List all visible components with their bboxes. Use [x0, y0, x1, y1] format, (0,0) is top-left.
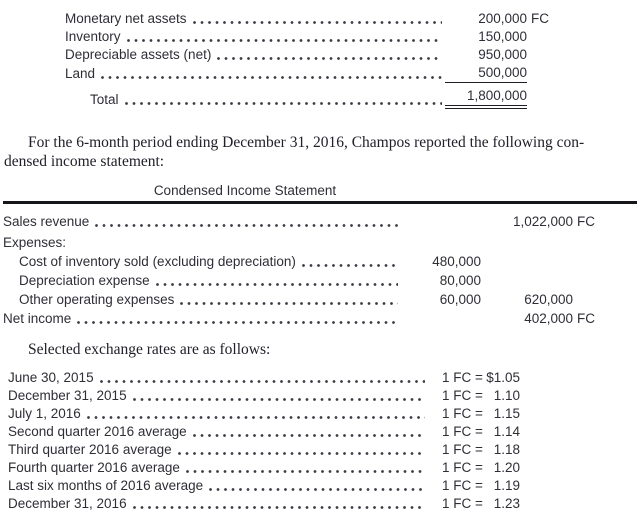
rate-row: July 1, 2016 1 FC = 1.15 [8, 405, 520, 423]
rate-value: 1.20 [493, 460, 520, 475]
income-row: Expenses: [3, 233, 595, 252]
textbook-page: Monetary net assets 200,000 FC Inventory… [0, 10, 640, 513]
currency-suffix: FC [531, 11, 549, 26]
table-row-total: Total 1,800,000 [65, 87, 555, 109]
dotted-leader [86, 405, 425, 419]
row-label: Net income [3, 311, 72, 326]
rate-label: Fourth quarter 2016 average [8, 460, 180, 475]
dotted-leader [209, 477, 425, 491]
income-row: Depreciation expense 80,000 [3, 271, 595, 290]
currency-suffix: FC [577, 214, 595, 229]
row-label: Land [65, 66, 96, 81]
row-label: Cost of inventory sold (excluding deprec… [19, 254, 296, 269]
income-row: Cost of inventory sold (excluding deprec… [3, 252, 595, 271]
dotted-leader [95, 212, 398, 227]
row-label: Monetary net assets [65, 11, 187, 26]
rate-value: 1.23 [493, 496, 520, 511]
row-label: Other operating expenses [19, 292, 175, 307]
rate-row: Fourth quarter 2016 average 1 FC = 1.20 [8, 459, 520, 477]
rate-label: Last six months of 2016 average [8, 478, 204, 493]
rate-value: 1.15 [493, 406, 520, 421]
row-amount-underlined: 500,000 [445, 64, 527, 83]
rate-prefix: 1 FC = [442, 442, 483, 457]
row-amount: 950,000 [478, 47, 527, 62]
rate-value: 1.18 [493, 442, 520, 457]
dotted-leader [132, 387, 425, 401]
dotted-leader [101, 64, 442, 79]
rate-label: July 1, 2016 [8, 406, 81, 421]
net-assets-table: Monetary net assets 200,000 FC Inventory… [65, 10, 555, 109]
rate-row: Third quarter 2016 average 1 FC = 1.18 [8, 441, 520, 459]
amount-col1: 480,000 [432, 254, 481, 269]
income-statement-title: Condensed Income Statement [153, 183, 337, 198]
row-label: Depreciation expense [19, 273, 150, 288]
income-row: Other operating expenses 60,000 620,000 [3, 290, 595, 309]
currency-suffix: FC [577, 311, 595, 326]
dotted-leader [217, 46, 442, 60]
intro-paragraph: For the 6-month period ending December 3… [4, 133, 636, 171]
rate-row: June 30, 2015 1 FC = $1.05 [8, 369, 520, 387]
dotted-leader [192, 10, 442, 24]
rate-row: Second quarter 2016 average 1 FC = 1.14 [8, 423, 520, 441]
dotted-leader [180, 290, 398, 305]
rate-row: Last six months of 2016 average 1 FC = 1… [8, 477, 520, 495]
rate-value: 1.10 [493, 388, 520, 403]
total-amount: 1,800,000 [445, 87, 527, 109]
row-amount: 150,000 [478, 29, 527, 44]
rate-label: June 30, 2015 [8, 370, 94, 385]
dotted-leader [185, 459, 425, 473]
row-label: Expenses: [3, 235, 67, 250]
rate-prefix: 1 FC = [442, 424, 483, 439]
row-label: Sales revenue [3, 214, 90, 229]
exchange-rates-table: June 30, 2015 1 FC = $1.05 December 31, … [8, 369, 520, 513]
dotted-leader [177, 441, 425, 455]
paragraph-line: For the 6-month period ending December 3… [28, 134, 585, 151]
table-row: Monetary net assets 200,000 FC [65, 10, 555, 28]
dotted-leader [155, 271, 398, 286]
rate-row: December 31, 2016 1 FC = 1.23 [8, 495, 520, 513]
amount-col2: 620,000 [524, 292, 573, 307]
rate-label: Third quarter 2016 average [8, 442, 172, 457]
spacer [72, 233, 398, 248]
exchange-rates-intro: Selected exchange rates are as follows: [28, 341, 271, 358]
table-row: Inventory 150,000 [65, 28, 555, 46]
rate-value: 1.14 [493, 424, 520, 439]
dotted-leader [192, 423, 425, 437]
amount-col2: 1,022,000 [512, 214, 573, 229]
dotted-leader [301, 252, 398, 267]
rate-value: 1.19 [493, 478, 520, 493]
rate-label: December 31, 2015 [8, 388, 127, 403]
dotted-leader [126, 28, 442, 42]
dotted-leader [124, 87, 442, 105]
income-row: Net income 402,000 FC [3, 309, 595, 328]
horizontal-rule [3, 201, 637, 204]
table-row: Depreciable assets (net) 950,000 [65, 46, 555, 64]
rate-prefix: 1 FC = [442, 478, 483, 493]
income-statement-table: Sales revenue 1,022,000 FC Expenses: Cos… [3, 212, 595, 328]
rate-prefix: 1 FC = [442, 370, 483, 385]
rate-prefix: 1 FC = [442, 388, 483, 403]
row-label: Total [90, 92, 119, 107]
rate-prefix: 1 FC = [442, 460, 483, 475]
rate-label: Second quarter 2016 average [8, 424, 187, 439]
amount-col1: 60,000 [439, 292, 481, 307]
rate-value: $1.05 [486, 370, 520, 385]
row-label: Inventory [65, 29, 121, 44]
table-row: Land 500,000 [65, 64, 555, 83]
amount-col2: 402,000 [524, 311, 573, 326]
rate-row: December 31, 2015 1 FC = 1.10 [8, 387, 520, 405]
row-label: Depreciable assets (net) [65, 47, 212, 62]
paragraph-line: densed income statement: [4, 153, 165, 170]
rate-prefix: 1 FC = [442, 406, 483, 421]
dotted-leader [132, 495, 425, 509]
dotted-leader [99, 369, 425, 383]
rate-prefix: 1 FC = [442, 496, 483, 511]
rate-label: December 31, 2016 [8, 496, 127, 511]
row-amount: 200,000 [478, 11, 527, 26]
income-row: Sales revenue 1,022,000 FC [3, 212, 595, 231]
amount-col1: 80,000 [439, 273, 481, 288]
dotted-leader [77, 309, 398, 324]
